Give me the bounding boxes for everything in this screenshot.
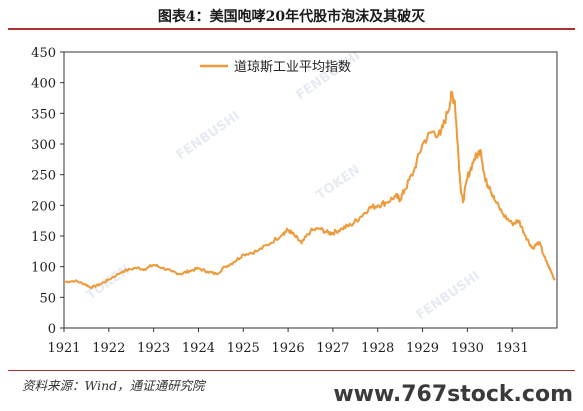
site-watermark: www.767stock.com xyxy=(333,382,573,407)
x-tick-label: 1930 xyxy=(451,341,484,356)
svg-text:TOKEN: TOKEN xyxy=(314,162,363,203)
y-tick-label: 250 xyxy=(31,169,56,184)
chart-legend: 道琼斯工业平均指数 xyxy=(200,60,351,75)
chart-axes xyxy=(63,51,558,329)
svg-text:FENBUSHI: FENBUSHI xyxy=(174,108,243,163)
x-tick-label: 1928 xyxy=(361,341,394,356)
chart-ticks: 0 50 100 150 200 250 300 350 400 450 1921 1922 1923 1… xyxy=(31,46,529,356)
y-tick-label: 200 xyxy=(31,199,56,214)
y-tick-label: 300 xyxy=(31,138,56,153)
svg-text:FENBUSHI: FENBUSHI xyxy=(294,48,363,103)
x-tick-label: 1923 xyxy=(137,341,170,356)
x-tick-label: 1929 xyxy=(406,341,439,356)
x-tick-label: 1926 xyxy=(272,341,305,356)
legend-label: 道琼斯工业平均指数 xyxy=(234,60,351,75)
y-tick-label: 400 xyxy=(31,77,56,92)
chart-series xyxy=(63,90,556,290)
x-tick-label: 1925 xyxy=(227,341,260,356)
background-watermark: FENBUSHI TOKEN FENBUSHI TOKEN FENBUSHI xyxy=(84,48,483,323)
y-tick-label: 0 xyxy=(48,322,56,337)
source-divider xyxy=(8,370,575,371)
y-tick-label: 50 xyxy=(39,291,56,306)
title-divider xyxy=(8,28,575,30)
chart-title: 图表4：美国咆哮20年代股市泡沫及其破灭 xyxy=(157,9,426,25)
x-tick-label: 1927 xyxy=(316,341,349,356)
y-tick-label: 450 xyxy=(31,46,56,61)
y-tick-label: 100 xyxy=(31,261,56,276)
x-tick-label: 1921 xyxy=(47,341,80,356)
x-tick-label: 1922 xyxy=(92,341,125,356)
source-note: 资料来源：Wind，通证通研究院 xyxy=(22,378,205,393)
y-tick-label: 150 xyxy=(31,230,56,245)
x-tick-label: 1931 xyxy=(496,341,529,356)
y-tick-label: 350 xyxy=(31,107,56,122)
series-line-dow-jones xyxy=(63,90,556,290)
x-tick-label: 1924 xyxy=(182,341,215,356)
plot-frame xyxy=(63,51,558,329)
svg-text:FENBUSHI: FENBUSHI xyxy=(414,268,483,323)
